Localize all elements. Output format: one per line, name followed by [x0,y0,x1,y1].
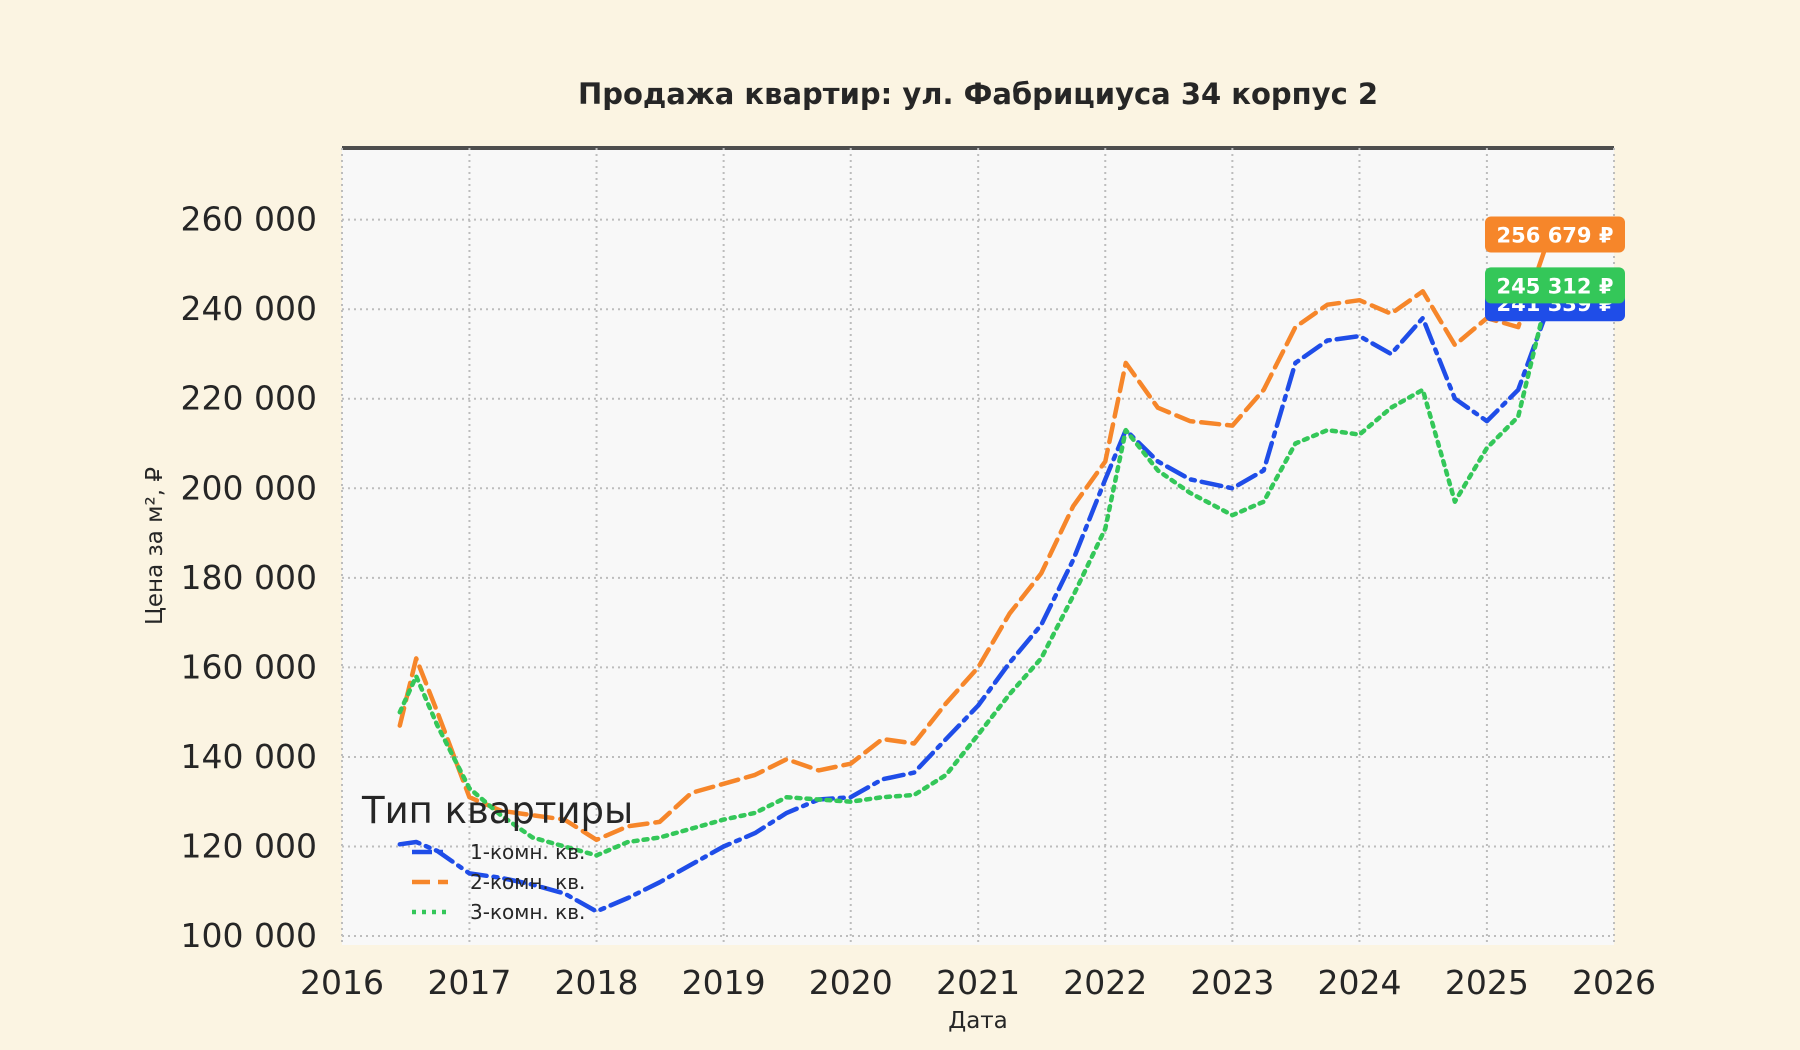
x-axis-label: Дата [948,1008,1008,1034]
series-line-1 [397,300,1553,914]
x-tick-label: 2018 [555,963,639,1002]
y-tick-label: 220 000 [181,379,317,418]
legend-label-2: 2-комн. кв. [470,870,585,894]
last-value-badge-2: 256 679 ₽ [1485,216,1625,253]
y-tick-label: 120 000 [181,826,317,865]
plot-area: 241 339 ₽245 312 ₽256 679 ₽ [341,146,1625,945]
last-value-badge-bg [1485,216,1625,253]
y-tick-label: 260 000 [181,200,317,239]
legend-label-3: 3-комн. кв. [470,900,585,924]
last-value-label: 245 312 ₽ [1497,274,1614,298]
last-value-badge-3: 245 312 ₽ [1485,267,1625,304]
legend-title: Тип квартиры [361,789,633,832]
x-tick-label: 2022 [1063,963,1147,1002]
y-axis-ticks: 100 000 120 000 140 000 160 000 180 000 200 0… [181,200,317,955]
chart-title: Продажа квартир: ул. Фабрициуса 34 корпу… [578,77,1378,111]
series-lines [397,232,1553,914]
x-tick-label: 2020 [809,963,893,1002]
y-tick-label: 240 000 [181,289,317,328]
x-tick-label: 2025 [1445,963,1529,1002]
series-line-3 [397,283,1553,858]
x-axis-ticks: 2016 2017 2018 2019 2020 2021 2022 2023 2024 2025… [300,963,1656,1002]
y-tick-label: 180 000 [181,558,317,597]
y-tick-label: 160 000 [181,647,317,686]
y-tick-label: 100 000 [181,916,317,955]
x-tick-label: 2023 [1190,963,1274,1002]
y-tick-label: 200 000 [181,468,317,507]
last-value-badge-bg [1485,267,1625,304]
x-tick-label: 2019 [682,963,766,1002]
x-tick-label: 2017 [427,963,511,1002]
last-value-label: 256 679 ₽ [1497,224,1614,248]
x-tick-label: 2021 [936,963,1020,1002]
y-axis-label: Цена за м², ₽ [142,467,168,625]
legend-label-1: 1-комн. кв. [470,840,585,864]
series-line-2 [397,232,1553,843]
last-value-labels: 241 339 ₽245 312 ₽256 679 ₽ [1485,216,1625,322]
x-tick-label: 2026 [1572,963,1656,1002]
y-tick-label: 140 000 [181,737,317,776]
x-tick-label: 2016 [300,963,384,1002]
legend: Тип квартиры 1-комн. кв. 2-комн. кв. 3-ком… [361,789,633,924]
x-tick-label: 2024 [1317,963,1401,1002]
